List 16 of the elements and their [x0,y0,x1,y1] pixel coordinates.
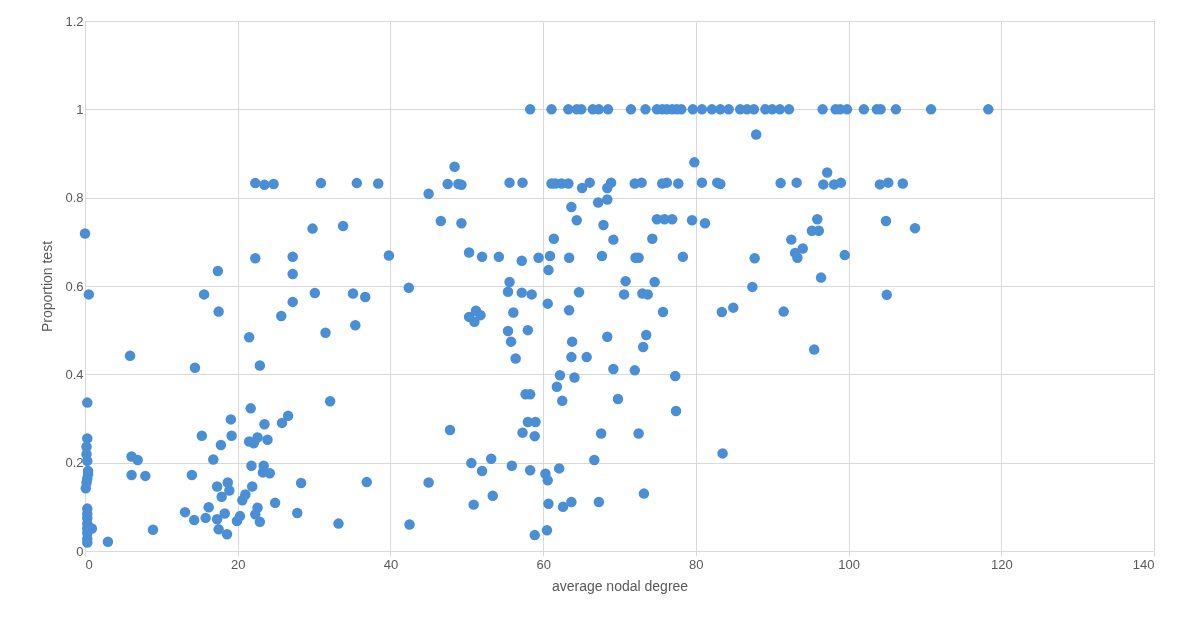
x-axis-title: average nodal degree [551,577,689,594]
x-tick-label: 100 [838,556,860,572]
x-tick-label: 40 [383,556,399,572]
y-tick-label: 0.2 [65,455,84,471]
x-tick-label: 20 [230,556,246,572]
y-tick-label: 0.6 [65,278,84,294]
x-tick-label: 140 [1132,556,1155,572]
y-tick-label: 0.8 [65,190,84,206]
y-tick-label: 0 [76,543,84,559]
y-axis-title: Proportion test [39,240,56,333]
x-tick-label: 120 [990,556,1013,572]
x-tick-label: 60 [536,556,551,572]
y-tick-label: 1 [76,101,84,117]
y-tick-label: 1.2 [65,13,84,29]
x-tick-label: 80 [689,556,704,572]
y-tick-label: 0.4 [65,366,84,382]
